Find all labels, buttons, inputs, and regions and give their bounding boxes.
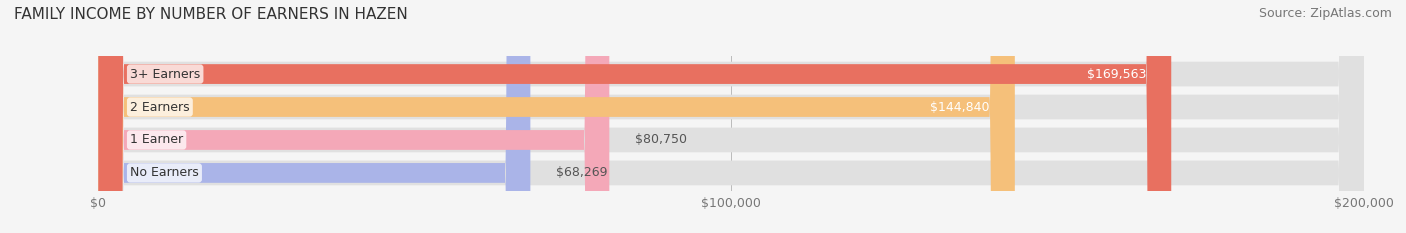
- Text: No Earners: No Earners: [131, 166, 198, 179]
- Text: FAMILY INCOME BY NUMBER OF EARNERS IN HAZEN: FAMILY INCOME BY NUMBER OF EARNERS IN HA…: [14, 7, 408, 22]
- FancyBboxPatch shape: [98, 0, 1015, 233]
- FancyBboxPatch shape: [98, 0, 1364, 233]
- Text: $80,750: $80,750: [634, 134, 686, 147]
- Text: 2 Earners: 2 Earners: [131, 100, 190, 113]
- Text: $68,269: $68,269: [555, 166, 607, 179]
- Text: $169,563: $169,563: [1087, 68, 1146, 81]
- Text: 3+ Earners: 3+ Earners: [131, 68, 200, 81]
- Text: Source: ZipAtlas.com: Source: ZipAtlas.com: [1258, 7, 1392, 20]
- Text: $144,840: $144,840: [929, 100, 990, 113]
- FancyBboxPatch shape: [98, 0, 1364, 233]
- FancyBboxPatch shape: [98, 0, 1364, 233]
- FancyBboxPatch shape: [98, 0, 1171, 233]
- FancyBboxPatch shape: [98, 0, 1364, 233]
- Text: 1 Earner: 1 Earner: [131, 134, 183, 147]
- FancyBboxPatch shape: [98, 0, 609, 233]
- FancyBboxPatch shape: [98, 0, 530, 233]
